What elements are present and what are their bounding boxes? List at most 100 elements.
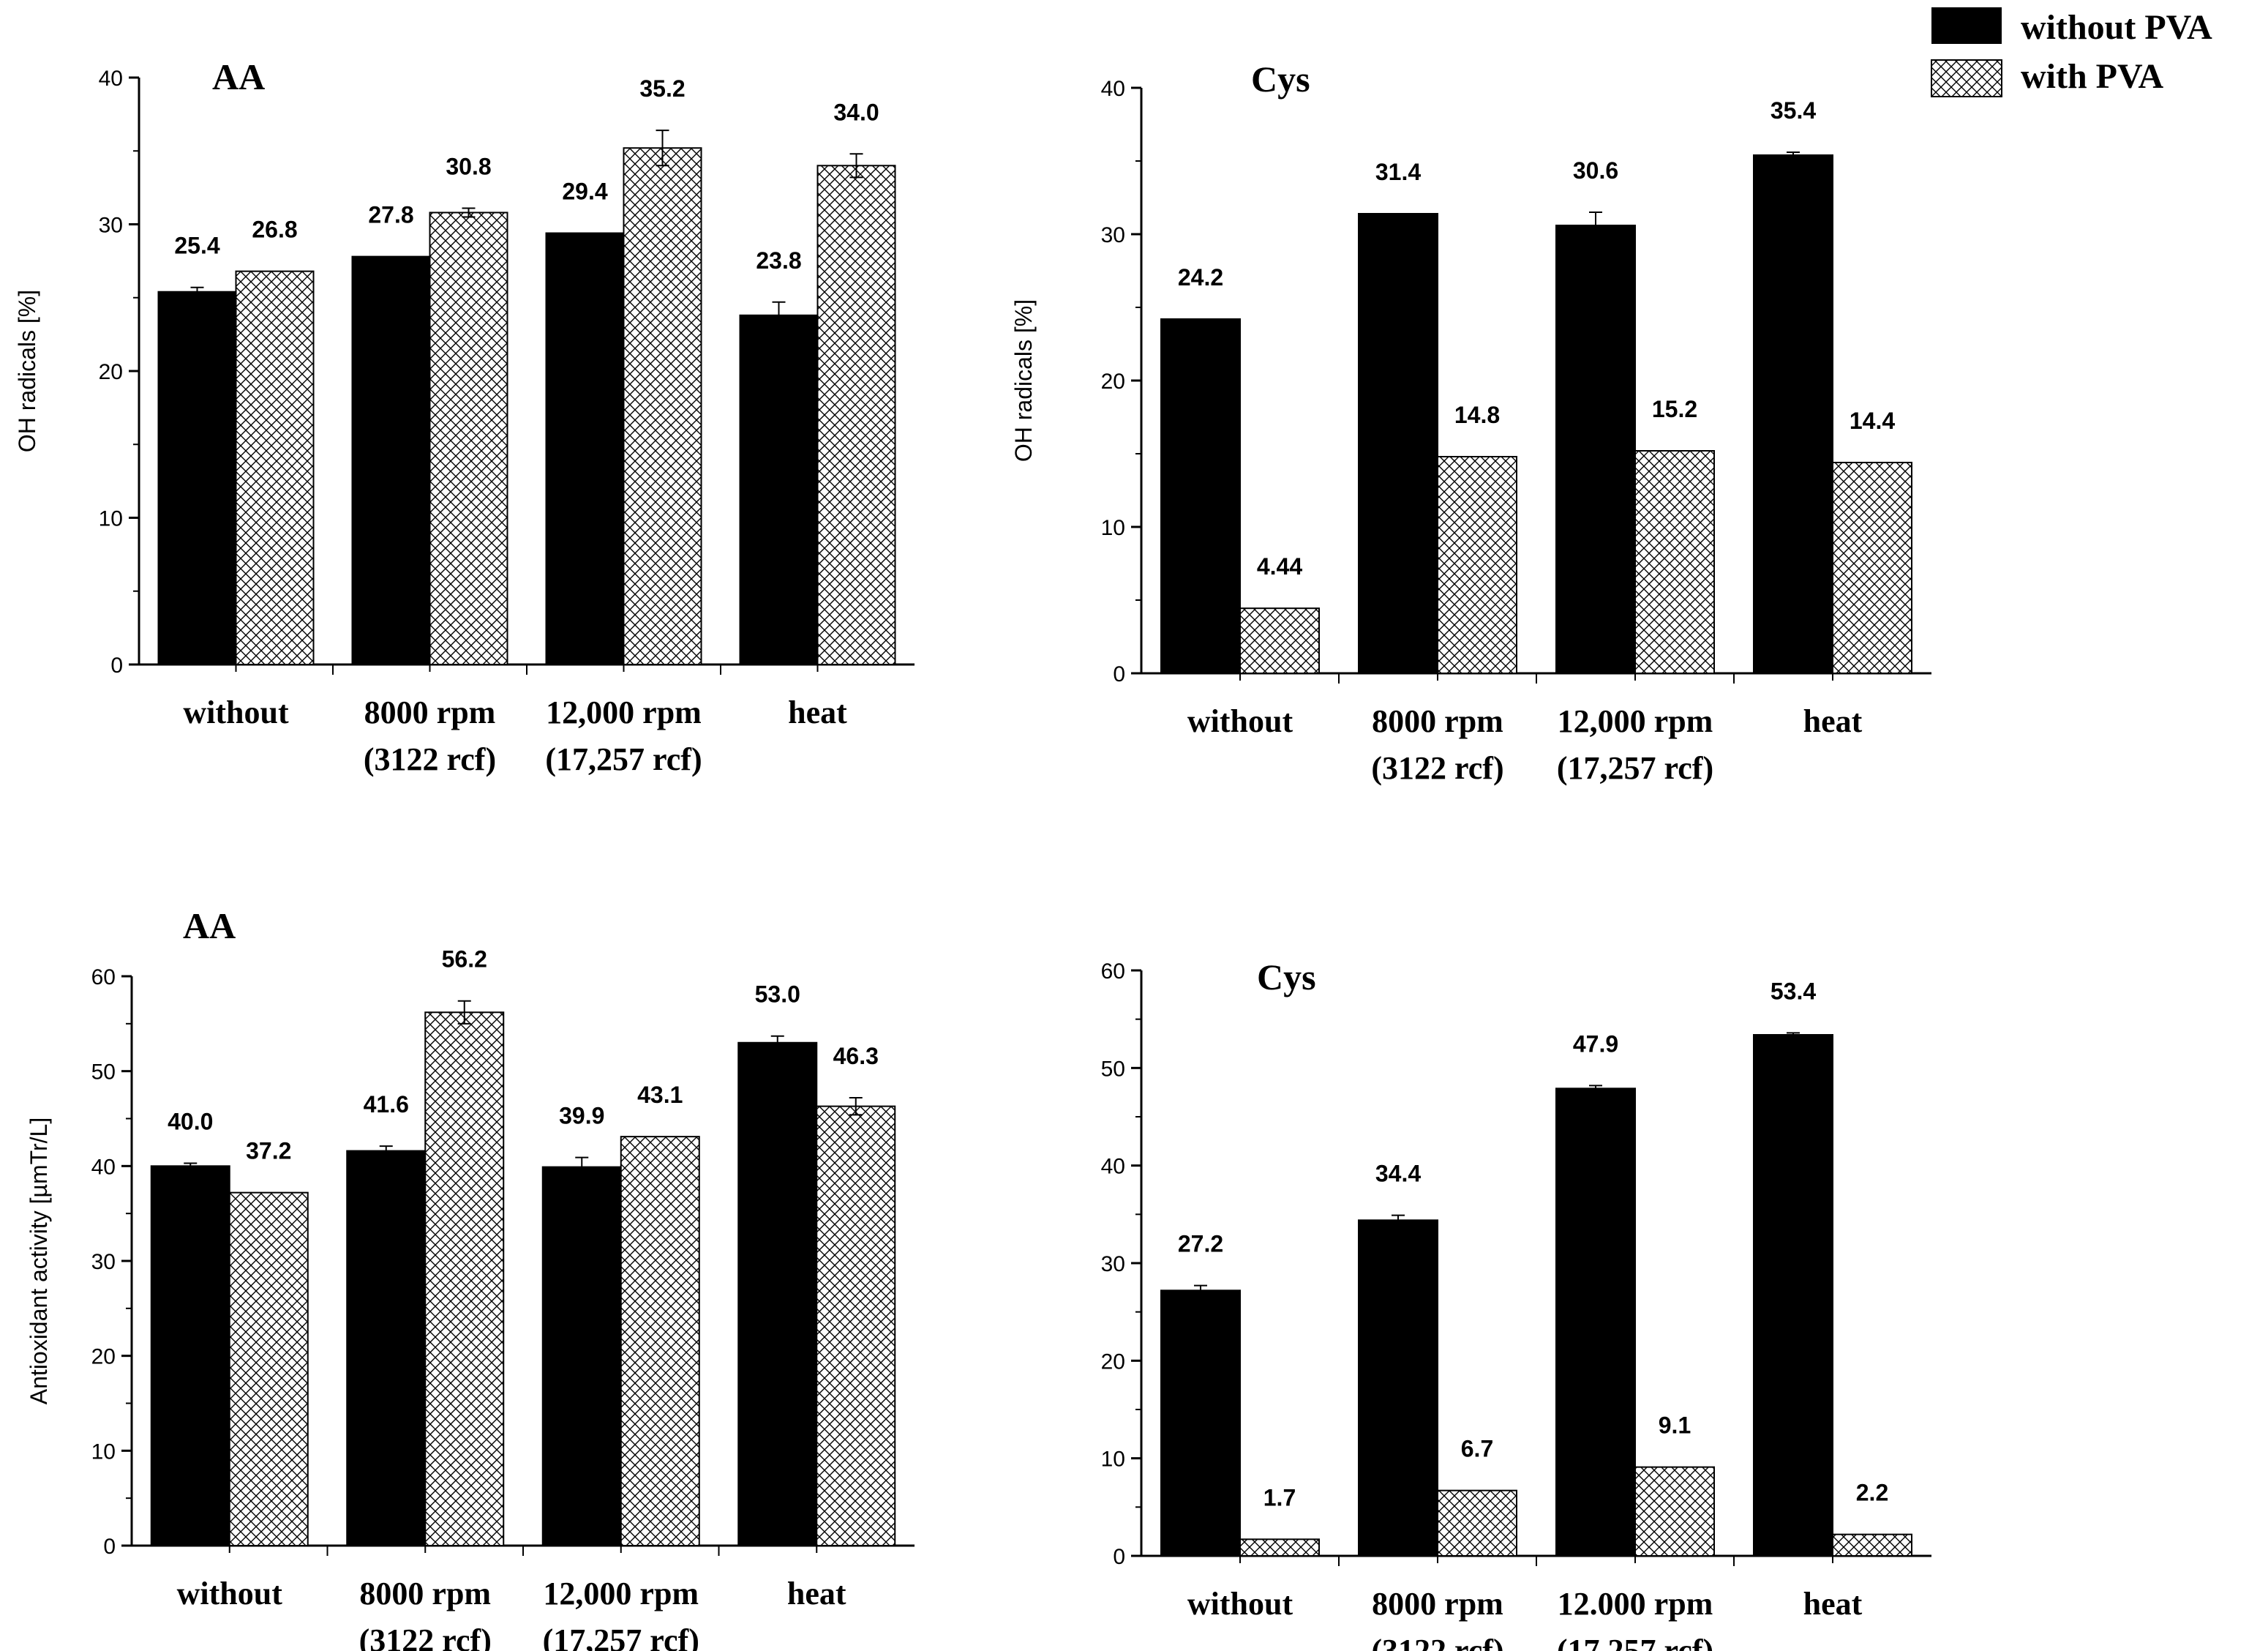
bar-with-pva (816, 1105, 896, 1546)
bar-with-pva (1437, 456, 1517, 674)
data-label: 27.2 (1178, 1231, 1223, 1257)
category-label: (17,257 rcf) (1557, 750, 1713, 786)
category-label: (3122 rcf) (1371, 1633, 1503, 1651)
y-tick-label: 10 (91, 1440, 116, 1464)
data-label: 35.4 (1771, 97, 1816, 124)
bar-without-pva (545, 232, 625, 665)
chart-bottom-right-cys: Cys 0 10 20 30 40 50 60 27.2 1.7 without 34.4 6.7 800… (1101, 956, 1931, 1651)
y-tick-label: 0 (1113, 1545, 1125, 1569)
data-label: 46.3 (833, 1043, 879, 1069)
data-label: 34.4 (1375, 1161, 1421, 1187)
bar-without-pva (150, 1165, 230, 1547)
data-label: 56.2 (442, 946, 487, 973)
y-tick-label: 20 (91, 1345, 116, 1369)
data-label: 26.8 (252, 217, 297, 243)
y-axis-label: OH radicals [%] (1010, 299, 1037, 462)
legend: without PVA with PVA (1931, 7, 2212, 97)
category-label: 8000 rpm (1372, 1586, 1503, 1622)
category-label: heat (1803, 1586, 1863, 1622)
y-tick-label: 0 (1113, 662, 1125, 686)
y-tick-label: 20 (1101, 1349, 1125, 1374)
bar-without-pva (737, 1041, 818, 1547)
legend-swatch-without-pva (1931, 7, 2002, 44)
chart-top-left-aa: AA OH radicals [%] 0 10 20 30 40 25.4 26.8 withou… (14, 56, 915, 777)
category-label: 12,000 rpm (543, 1576, 699, 1611)
data-label: 47.9 (1573, 1030, 1618, 1057)
data-label: 53.0 (755, 981, 800, 1008)
y-tick-label: 40 (1101, 77, 1125, 101)
bar-with-pva (1832, 462, 1912, 674)
y-tick-label: 50 (91, 1060, 116, 1085)
chart-top-right-cys: Cys OH radicals [%] 0 10 20 30 40 24.2 4.44 witho… (1010, 59, 1931, 786)
data-label: 35.2 (639, 75, 685, 102)
bar-without-pva (1160, 318, 1241, 674)
bar-with-pva (228, 1191, 309, 1546)
data-label: 15.2 (1652, 396, 1697, 422)
bar-with-pva (1832, 1533, 1912, 1557)
legend-label-without-pva: without PVA (2021, 8, 2212, 47)
category-label: (17.257 rcf) (1557, 1633, 1713, 1651)
category-label: without (183, 695, 289, 730)
data-label: 41.6 (364, 1091, 409, 1117)
chart-title: AA (183, 905, 236, 946)
bar-without-pva (346, 1150, 427, 1546)
data-label: 9.1 (1659, 1412, 1691, 1439)
data-label: 30.8 (446, 153, 491, 179)
chart-title: Cys (1251, 59, 1310, 100)
data-label: 31.4 (1375, 159, 1421, 185)
bar-without-pva (1753, 1034, 1833, 1557)
category-label: 8000 rpm (1372, 703, 1503, 739)
data-label: 4.44 (1257, 553, 1302, 580)
chart-bottom-left-aa: AA Antioxidant activity [µmTr/L] 0 10 20 30 40… (26, 905, 915, 1651)
y-tick-label: 30 (99, 214, 123, 238)
category-label: heat (787, 1576, 846, 1611)
y-tick-label: 10 (99, 507, 123, 531)
chart-title: Cys (1257, 956, 1316, 997)
category-label: heat (1803, 703, 1863, 739)
data-label: 43.1 (637, 1082, 683, 1108)
data-label: 53.4 (1771, 978, 1816, 1004)
bar-without-pva (1160, 1289, 1241, 1557)
category-label: heat (788, 695, 847, 730)
bar-with-pva (1634, 1466, 1715, 1557)
bar-with-pva (620, 1136, 700, 1547)
bar-with-pva (1239, 607, 1320, 675)
bar-without-pva (1358, 1219, 1438, 1557)
y-tick-label: 40 (1101, 1155, 1125, 1179)
bar-with-pva (235, 270, 315, 666)
data-label: 25.4 (174, 233, 219, 259)
category-label: (3122 rcf) (1371, 750, 1503, 786)
data-label: 1.7 (1263, 1484, 1296, 1510)
bar-without-pva (739, 314, 819, 665)
y-tick-label: 30 (1101, 223, 1125, 247)
category-label: (3122 rcf) (364, 741, 496, 777)
data-label: 24.2 (1178, 264, 1223, 291)
y-tick-label: 0 (110, 654, 123, 678)
y-tick-label: 50 (1101, 1057, 1125, 1081)
bar-without-pva (1555, 225, 1636, 674)
category-label: without (1187, 703, 1293, 739)
y-tick-label: 40 (91, 1155, 116, 1179)
category-label: 12,000 rpm (1558, 703, 1713, 739)
bar-with-pva (1239, 1538, 1320, 1557)
legend-label-with-pva: with PVA (2021, 57, 2163, 96)
bar-without-pva (541, 1166, 622, 1546)
data-label: 39.9 (559, 1103, 604, 1129)
bar-without-pva (1555, 1087, 1636, 1557)
legend-swatch-with-pva (1931, 59, 2002, 97)
y-tick-label: 0 (103, 1535, 116, 1559)
bar-without-pva (351, 255, 431, 665)
y-tick-label: 20 (99, 360, 123, 384)
bar-with-pva (816, 165, 896, 666)
y-tick-label: 30 (1101, 1252, 1125, 1276)
bar-with-pva (1634, 450, 1715, 674)
data-label: 23.8 (756, 247, 801, 274)
category-label: (17,257 rcf) (545, 741, 702, 777)
bar-without-pva (1358, 213, 1438, 674)
bar-with-pva (623, 147, 702, 666)
y-axis-label: Antioxidant activity [µmTr/L] (26, 1117, 52, 1404)
bar-with-pva (424, 1011, 505, 1546)
data-label: 29.4 (562, 179, 607, 205)
category-label: 12.000 rpm (1558, 1586, 1713, 1622)
category-label: without (1187, 1586, 1293, 1622)
